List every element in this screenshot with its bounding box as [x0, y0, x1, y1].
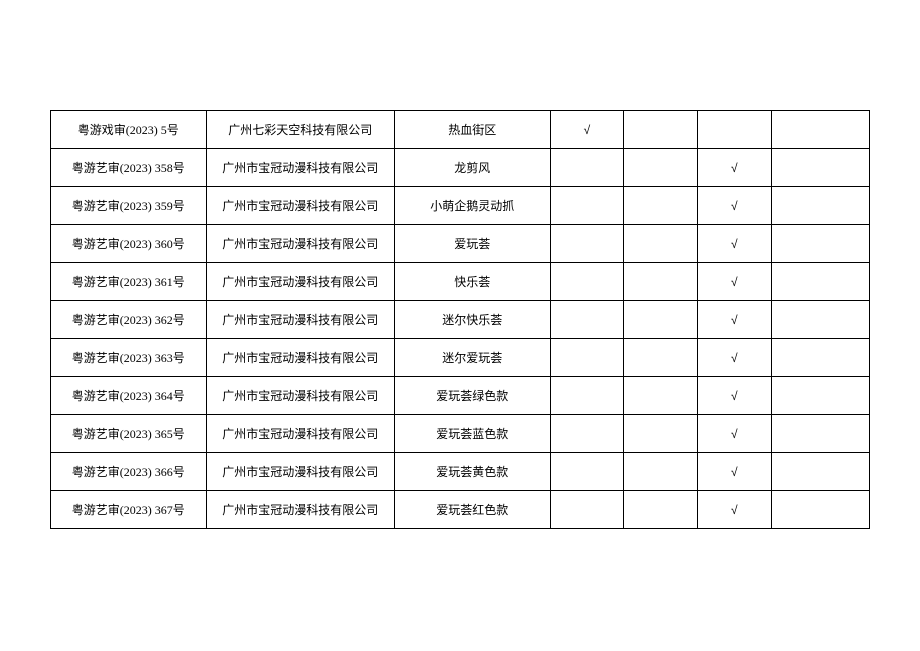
table-row: 粤游艺审(2023) 359号广州市宝冠动漫科技有限公司小萌企鹅灵动抓 √	[51, 187, 870, 225]
cell-approval-no: 粤游艺审(2023) 361号	[51, 263, 207, 301]
cell-check-4	[550, 453, 624, 491]
cell-check-6: √	[697, 415, 771, 453]
cell-company: 广州市宝冠动漫科技有限公司	[206, 225, 394, 263]
cell-check-4	[550, 491, 624, 529]
cell-check-5	[624, 339, 698, 377]
cell-check-5	[624, 187, 698, 225]
cell-product: 快乐荟	[394, 263, 550, 301]
cell-company: 广州市宝冠动漫科技有限公司	[206, 263, 394, 301]
cell-product: 爱玩荟绿色款	[394, 377, 550, 415]
cell-check-5	[624, 491, 698, 529]
cell-company: 广州市宝冠动漫科技有限公司	[206, 491, 394, 529]
cell-approval-no: 粤游艺审(2023) 367号	[51, 491, 207, 529]
cell-product: 爱玩荟黄色款	[394, 453, 550, 491]
cell-check-4	[550, 415, 624, 453]
cell-check-5	[624, 301, 698, 339]
cell-product: 爱玩荟蓝色款	[394, 415, 550, 453]
cell-approval-no: 粤游艺审(2023) 365号	[51, 415, 207, 453]
cell-approval-no: 粤游艺审(2023) 359号	[51, 187, 207, 225]
cell-check-6: √	[697, 225, 771, 263]
cell-check-7	[771, 453, 869, 491]
cell-check-7	[771, 263, 869, 301]
cell-check-7	[771, 187, 869, 225]
cell-check-5	[624, 377, 698, 415]
cell-product: 龙剪风	[394, 149, 550, 187]
cell-check-7	[771, 415, 869, 453]
table-row: 粤游艺审(2023) 364号广州市宝冠动漫科技有限公司爱玩荟绿色款 √	[51, 377, 870, 415]
cell-approval-no: 粤游艺审(2023) 362号	[51, 301, 207, 339]
cell-check-7	[771, 491, 869, 529]
cell-product: 小萌企鹅灵动抓	[394, 187, 550, 225]
cell-check-5	[624, 225, 698, 263]
cell-check-6: √	[697, 377, 771, 415]
cell-check-5	[624, 149, 698, 187]
cell-check-4	[550, 225, 624, 263]
cell-check-5	[624, 415, 698, 453]
cell-check-4	[550, 301, 624, 339]
cell-check-4	[550, 377, 624, 415]
cell-check-4: √	[550, 111, 624, 149]
cell-check-6: √	[697, 263, 771, 301]
table-row: 粤游艺审(2023) 361号广州市宝冠动漫科技有限公司快乐荟 √	[51, 263, 870, 301]
cell-approval-no: 粤游艺审(2023) 360号	[51, 225, 207, 263]
cell-check-7	[771, 149, 869, 187]
cell-company: 广州七彩天空科技有限公司	[206, 111, 394, 149]
cell-company: 广州市宝冠动漫科技有限公司	[206, 453, 394, 491]
table-row: 粤游艺审(2023) 365号广州市宝冠动漫科技有限公司爱玩荟蓝色款 √	[51, 415, 870, 453]
cell-product: 迷尔快乐荟	[394, 301, 550, 339]
cell-check-7	[771, 225, 869, 263]
cell-check-4	[550, 149, 624, 187]
cell-check-6: √	[697, 453, 771, 491]
cell-check-6: √	[697, 301, 771, 339]
table-row: 粤游艺审(2023) 367号广州市宝冠动漫科技有限公司爱玩荟红色款 √	[51, 491, 870, 529]
cell-company: 广州市宝冠动漫科技有限公司	[206, 301, 394, 339]
cell-approval-no: 粤游艺审(2023) 358号	[51, 149, 207, 187]
cell-check-7	[771, 301, 869, 339]
cell-approval-no: 粤游艺审(2023) 364号	[51, 377, 207, 415]
cell-check-7	[771, 377, 869, 415]
cell-company: 广州市宝冠动漫科技有限公司	[206, 187, 394, 225]
table-row: 粤游戏审(2023) 5号广州七彩天空科技有限公司热血街区√	[51, 111, 870, 149]
table-body: 粤游戏审(2023) 5号广州七彩天空科技有限公司热血街区√粤游艺审(2023)…	[51, 111, 870, 529]
cell-check-5	[624, 453, 698, 491]
cell-check-6: √	[697, 187, 771, 225]
cell-check-5	[624, 111, 698, 149]
cell-company: 广州市宝冠动漫科技有限公司	[206, 149, 394, 187]
table-row: 粤游艺审(2023) 363号广州市宝冠动漫科技有限公司迷尔爱玩荟 √	[51, 339, 870, 377]
cell-check-6	[697, 111, 771, 149]
cell-approval-no: 粤游戏审(2023) 5号	[51, 111, 207, 149]
table-row: 粤游艺审(2023) 366号广州市宝冠动漫科技有限公司爱玩荟黄色款 √	[51, 453, 870, 491]
cell-check-4	[550, 339, 624, 377]
cell-product: 迷尔爱玩荟	[394, 339, 550, 377]
cell-check-6: √	[697, 491, 771, 529]
cell-check-6: √	[697, 149, 771, 187]
cell-check-6: √	[697, 339, 771, 377]
cell-check-4	[550, 263, 624, 301]
cell-product: 热血街区	[394, 111, 550, 149]
approval-table: 粤游戏审(2023) 5号广州七彩天空科技有限公司热血街区√粤游艺审(2023)…	[50, 110, 870, 529]
cell-company: 广州市宝冠动漫科技有限公司	[206, 377, 394, 415]
cell-check-7	[771, 339, 869, 377]
cell-product: 爱玩荟	[394, 225, 550, 263]
cell-company: 广州市宝冠动漫科技有限公司	[206, 339, 394, 377]
cell-product: 爱玩荟红色款	[394, 491, 550, 529]
cell-company: 广州市宝冠动漫科技有限公司	[206, 415, 394, 453]
cell-check-4	[550, 187, 624, 225]
cell-check-5	[624, 263, 698, 301]
table-row: 粤游艺审(2023) 362号广州市宝冠动漫科技有限公司迷尔快乐荟 √	[51, 301, 870, 339]
table-row: 粤游艺审(2023) 358号广州市宝冠动漫科技有限公司龙剪风 √	[51, 149, 870, 187]
cell-check-7	[771, 111, 869, 149]
cell-approval-no: 粤游艺审(2023) 366号	[51, 453, 207, 491]
table-row: 粤游艺审(2023) 360号广州市宝冠动漫科技有限公司爱玩荟 √	[51, 225, 870, 263]
cell-approval-no: 粤游艺审(2023) 363号	[51, 339, 207, 377]
